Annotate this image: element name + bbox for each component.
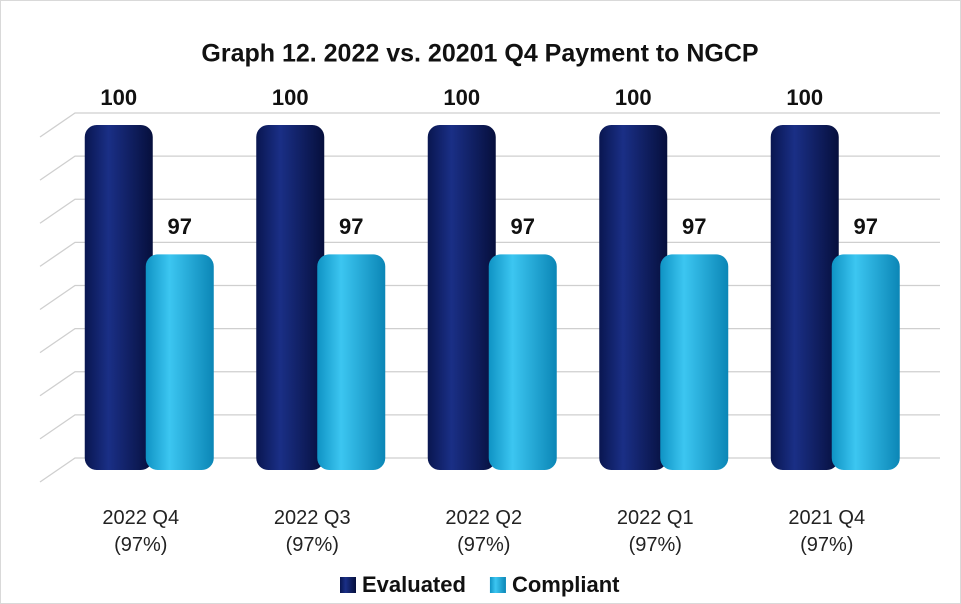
data-label: 100 — [272, 85, 309, 110]
x-tick-label: 2022 Q2 (97%) — [445, 507, 523, 556]
data-label: 97 — [339, 214, 363, 239]
bar — [488, 254, 557, 470]
data-label: 100 — [615, 85, 652, 110]
bar — [427, 125, 496, 470]
data-label: 97 — [854, 214, 878, 239]
bar — [256, 125, 325, 470]
bar — [84, 125, 153, 470]
data-label: 97 — [168, 214, 192, 239]
legend-label: Compliant — [512, 572, 620, 597]
data-label: 100 — [100, 85, 137, 110]
data-label: 100 — [786, 85, 823, 110]
bar — [599, 125, 668, 470]
bar — [831, 254, 900, 470]
data-label: 100 — [443, 85, 480, 110]
x-tick-label: 2022 Q1 (97%) — [616, 507, 694, 556]
bar — [660, 254, 729, 470]
chart-title: Graph 12. 2022 vs. 20201 Q4 Payment to N… — [201, 40, 758, 68]
x-tick-label: 2021 Q4 (97%) — [788, 507, 866, 556]
grid-line — [39, 112, 940, 138]
bar — [770, 125, 839, 470]
legend-swatch — [340, 577, 356, 593]
legend-swatch — [489, 577, 506, 593]
legend-label: Evaluated — [362, 572, 466, 597]
x-tick-label: 2022 Q4 (97%) — [102, 507, 180, 556]
data-label: 97 — [511, 214, 535, 239]
bar — [145, 254, 214, 470]
bar — [317, 254, 386, 470]
x-tick-label: 2022 Q3 (97%) — [273, 507, 351, 556]
data-label: 97 — [682, 214, 706, 239]
